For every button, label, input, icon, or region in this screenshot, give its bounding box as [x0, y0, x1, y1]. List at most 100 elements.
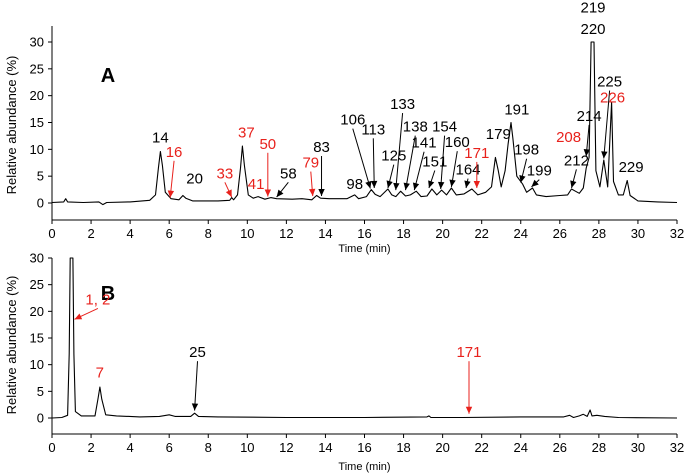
x-tick-label: 18: [396, 440, 410, 455]
peak-label: 58: [280, 165, 297, 182]
peak-label: 219: [581, 0, 606, 16]
x-tick-label: 30: [631, 226, 645, 241]
peak-label: 214: [577, 108, 602, 125]
peak-arrowhead: [570, 180, 577, 188]
x-tick-label: 8: [205, 440, 212, 455]
x-tick-label: 20: [435, 440, 449, 455]
x-tick-label: 2: [87, 440, 94, 455]
x-tick-label: 32: [670, 226, 684, 241]
panel-label: B: [101, 283, 115, 305]
x-tick-label: 24: [514, 226, 528, 241]
y-tick-label: 10: [30, 357, 44, 372]
peak-arrowhead: [393, 182, 400, 191]
x-tick-label: 28: [592, 440, 606, 455]
peak-arrow: [405, 135, 416, 191]
peak-label: 171: [464, 145, 489, 162]
x-tick-label: 22: [474, 440, 488, 455]
x-tick-label: 18: [396, 226, 410, 241]
x-tick-label: 6: [166, 440, 173, 455]
chromatogram-trace: [51, 257, 678, 419]
peak-arrowhead: [365, 180, 372, 189]
x-tick-label: 0: [48, 440, 55, 455]
peak-label: 160: [445, 134, 470, 151]
peak-label: 171: [456, 344, 481, 361]
peak-label: 83: [313, 139, 330, 156]
y-tick-label: 20: [30, 88, 44, 103]
x-tick-label: 28: [592, 226, 606, 241]
peak-arrowhead: [264, 189, 272, 197]
y-tick-label: 5: [37, 384, 44, 399]
peak-arrowhead: [519, 175, 526, 183]
peak-label: 198: [514, 142, 539, 159]
peak-arrowhead: [74, 313, 83, 320]
peak-arrowhead: [308, 188, 316, 197]
x-axis-label: Time (min): [338, 243, 390, 255]
peak-arrow: [440, 135, 446, 190]
x-axis-label: Time (min): [338, 461, 390, 473]
peak-label: 113: [361, 121, 385, 138]
x-tick-label: 6: [166, 226, 173, 241]
x-tick-label: 4: [127, 440, 134, 455]
peak-label: 16: [166, 144, 183, 161]
peak-arrowhead: [191, 403, 199, 411]
peak-arrowhead: [276, 189, 284, 198]
peak-arrowhead: [403, 182, 410, 191]
peak-label: 25: [189, 344, 206, 361]
peak-label: 164: [456, 162, 481, 179]
peak-label: 199: [527, 163, 552, 180]
peak-arrow: [372, 138, 375, 188]
y-tick-label: 15: [30, 331, 44, 346]
x-tick-label: 26: [553, 226, 567, 241]
x-tick-label: 16: [357, 440, 371, 455]
peak-label: 154: [432, 119, 457, 136]
y-tick-label: 25: [30, 61, 44, 76]
x-tick-label: 22: [474, 226, 488, 241]
peak-label: 14: [152, 129, 169, 146]
peak-arrowhead: [318, 189, 325, 197]
peak-label: 20: [186, 171, 203, 188]
y-tick-label: 20: [30, 304, 44, 319]
x-tick-label: 10: [240, 226, 254, 241]
peak-label: 133: [390, 96, 415, 113]
x-tick-label: 8: [205, 226, 212, 241]
y-axis-label: Relative abundance (%): [4, 56, 19, 195]
peak-label: 98: [346, 176, 363, 193]
peak-label: 208: [556, 129, 581, 146]
peak-label: 125: [381, 148, 406, 165]
peak-label: 106: [340, 112, 365, 129]
x-tick-label: 14: [318, 226, 332, 241]
y-tick-label: 0: [37, 196, 44, 211]
y-tick-label: 30: [30, 35, 44, 50]
chromatogram-trace: [51, 41, 678, 206]
x-tick-label: 14: [318, 440, 332, 455]
x-tick-label: 32: [670, 440, 684, 455]
x-tick-label: 2: [87, 226, 94, 241]
y-tick-label: 15: [30, 115, 44, 130]
peak-arrow: [352, 128, 371, 189]
peak-label: 191: [504, 101, 529, 118]
peak-arrowhead: [473, 180, 481, 188]
peak-label: 220: [581, 21, 606, 38]
peak-label: 151: [422, 154, 447, 171]
x-tick-label: 10: [240, 440, 254, 455]
peak-label: 37: [238, 125, 255, 142]
peak-arrow: [395, 113, 404, 191]
peak-arrow: [603, 90, 611, 159]
y-tick-label: 25: [30, 277, 44, 292]
peak-label: 1, 2: [85, 291, 110, 308]
peak-label: 33: [217, 165, 234, 182]
peak-arrowhead: [225, 189, 232, 198]
x-tick-label: 4: [127, 226, 134, 241]
peak-arrowhead: [464, 180, 471, 188]
peak-arrowhead: [449, 179, 456, 187]
y-tick-label: 30: [30, 251, 44, 266]
x-tick-label: 0: [48, 226, 55, 241]
peak-label: 229: [619, 159, 644, 176]
peak-arrow: [194, 361, 199, 411]
x-tick-label: 12: [279, 440, 293, 455]
peak-arrowhead: [386, 180, 393, 188]
peak-label: 141: [412, 135, 437, 152]
panel-label: A: [101, 65, 115, 87]
